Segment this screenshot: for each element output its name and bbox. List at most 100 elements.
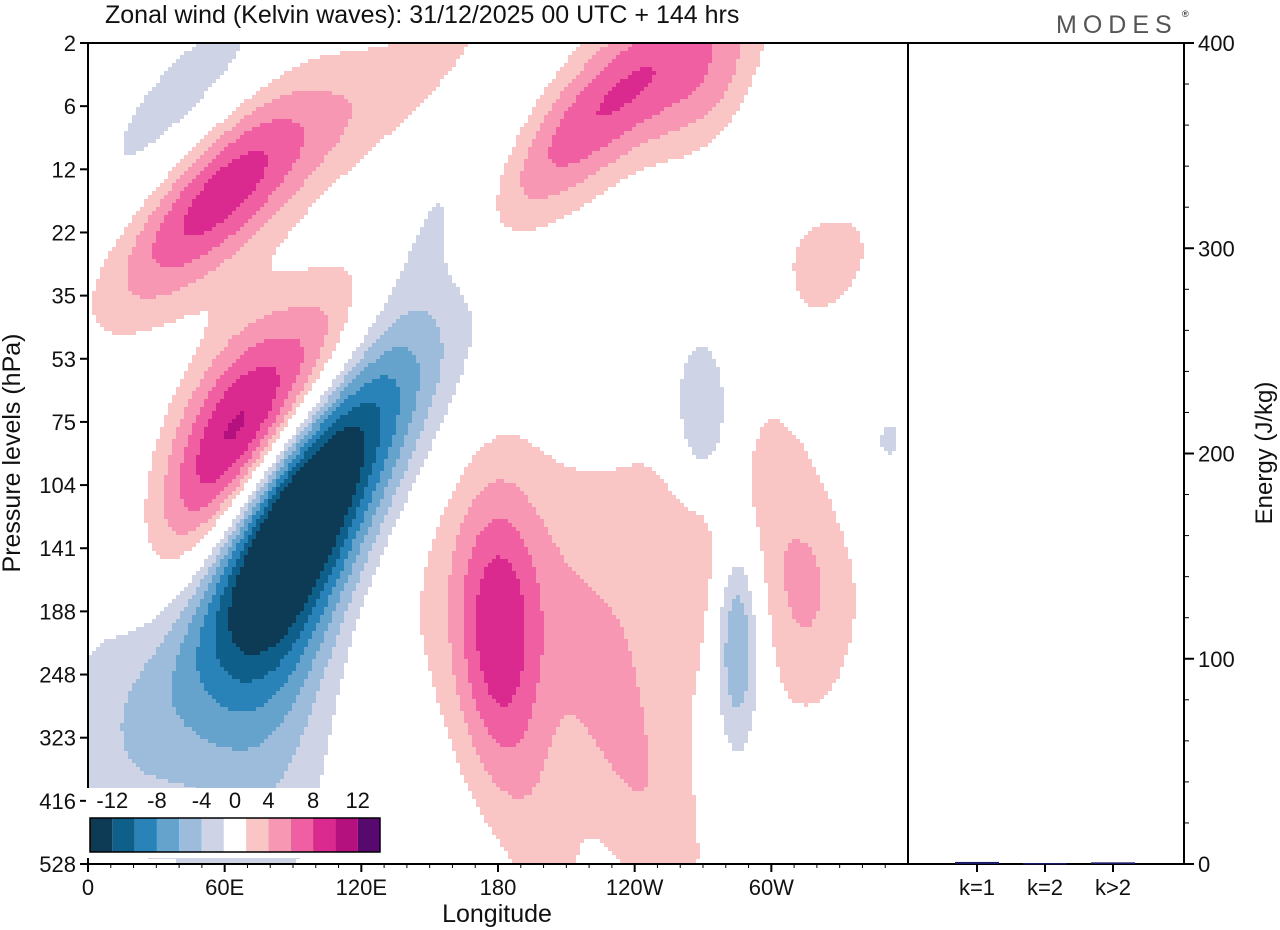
heatmap-cell	[800, 623, 812, 627]
heatmap-cell	[380, 335, 440, 339]
heatmap-cell	[144, 515, 164, 519]
heatmap-cell	[512, 567, 536, 571]
heatmap-cell	[388, 327, 440, 331]
heatmap-cell	[196, 463, 232, 467]
heatmap-cell	[184, 503, 208, 507]
heatmap-cell	[280, 207, 308, 211]
heatmap-cell	[136, 211, 152, 215]
heatmap-cell	[724, 731, 748, 735]
heatmap-cell	[144, 623, 172, 627]
heatmap-cell	[648, 771, 692, 775]
heatmap-cell	[364, 519, 372, 523]
heatmap-cell	[260, 439, 268, 443]
heatmap-cell	[548, 531, 712, 535]
heatmap-cell	[468, 463, 564, 467]
heatmap-cell	[540, 599, 604, 603]
heatmap-cell	[212, 159, 232, 163]
heatmap-cell	[792, 539, 800, 543]
heatmap-cell	[764, 555, 784, 559]
heatmap-cell	[192, 179, 208, 183]
heatmap-cell	[372, 467, 384, 471]
heatmap-cell	[320, 415, 328, 419]
heatmap-cell	[200, 635, 216, 639]
heatmap-cell	[540, 127, 556, 131]
heatmap-cell	[364, 463, 372, 467]
heatmap-cell	[320, 55, 460, 59]
heatmap-cell	[88, 735, 124, 739]
heatmap-cell	[364, 535, 376, 539]
heatmap-cell	[316, 699, 336, 703]
heatmap-cell	[776, 659, 844, 663]
heatmap-cell	[376, 451, 388, 455]
heatmap-cell	[276, 727, 304, 731]
heatmap-cell	[200, 671, 228, 675]
heatmap-cell	[136, 763, 288, 767]
heatmap-cell	[352, 571, 360, 575]
heatmap-cell	[88, 767, 140, 771]
heatmap-cell	[156, 231, 184, 235]
heatmap-cell	[764, 563, 784, 567]
heatmap-cell	[344, 427, 360, 431]
heatmap-cell	[604, 755, 648, 759]
wind-heatmap	[88, 43, 896, 864]
heatmap-cell	[204, 687, 280, 691]
heatmap-cell	[220, 703, 264, 707]
heatmap-cell	[236, 379, 280, 383]
heatmap-cell	[208, 391, 224, 395]
heatmap-cell	[160, 435, 176, 439]
heatmap-cell	[432, 675, 456, 679]
heatmap-cell	[360, 479, 368, 483]
y-tick-label: 75	[52, 410, 76, 435]
heatmap-cell	[744, 699, 756, 703]
heatmap-cell	[264, 435, 272, 439]
heatmap-cell	[260, 451, 268, 455]
heatmap-cell	[540, 675, 636, 679]
heatmap-cell	[556, 731, 588, 735]
heatmap-cell	[312, 427, 320, 431]
heatmap-cell	[820, 575, 852, 579]
heatmap-cell	[644, 87, 696, 91]
heatmap-cell	[380, 499, 392, 503]
heatmap-cell	[440, 523, 460, 527]
heatmap-cell	[524, 619, 544, 623]
heatmap-cell	[268, 671, 292, 675]
heatmap-cell	[224, 431, 236, 435]
heatmap-cell	[564, 87, 584, 91]
heatmap-cell	[172, 203, 192, 207]
heatmap-cell	[200, 627, 216, 631]
heatmap-cell	[240, 483, 244, 487]
heatmap-cell	[472, 555, 496, 559]
heatmap-cell	[180, 379, 200, 383]
heatmap-cell	[368, 475, 380, 479]
heatmap-cell	[204, 683, 284, 687]
heatmap-cell	[248, 471, 252, 475]
heatmap-cell	[556, 75, 576, 79]
heatmap-cell	[440, 363, 464, 367]
heatmap-cell	[620, 79, 652, 83]
heatmap-cell	[520, 531, 548, 535]
heatmap-cell	[248, 507, 252, 511]
heatmap-cell	[212, 595, 220, 599]
heatmap-cell	[484, 671, 520, 675]
heatmap-cell	[328, 559, 336, 563]
heatmap-cell	[492, 735, 524, 739]
heatmap-cell	[380, 375, 388, 379]
heatmap-cell	[120, 727, 192, 731]
heatmap-cell	[744, 607, 752, 611]
heatmap-cell	[128, 287, 180, 291]
heatmap-cell	[236, 487, 244, 491]
heatmap-cell	[248, 551, 332, 555]
heatmap-cell	[192, 391, 208, 395]
heatmap-cell	[144, 99, 200, 103]
heatmap-cell	[264, 171, 288, 175]
heatmap-cell	[764, 567, 784, 571]
heatmap-cell	[304, 443, 312, 447]
heatmap-cell	[164, 607, 184, 611]
heatmap-cell	[184, 227, 212, 231]
heatmap-cell	[440, 339, 472, 343]
heatmap-cell	[532, 703, 640, 707]
heatmap-cell	[212, 247, 240, 251]
heatmap-cell	[200, 411, 212, 415]
heatmap-cell	[260, 207, 280, 211]
heatmap-cell	[488, 563, 512, 567]
